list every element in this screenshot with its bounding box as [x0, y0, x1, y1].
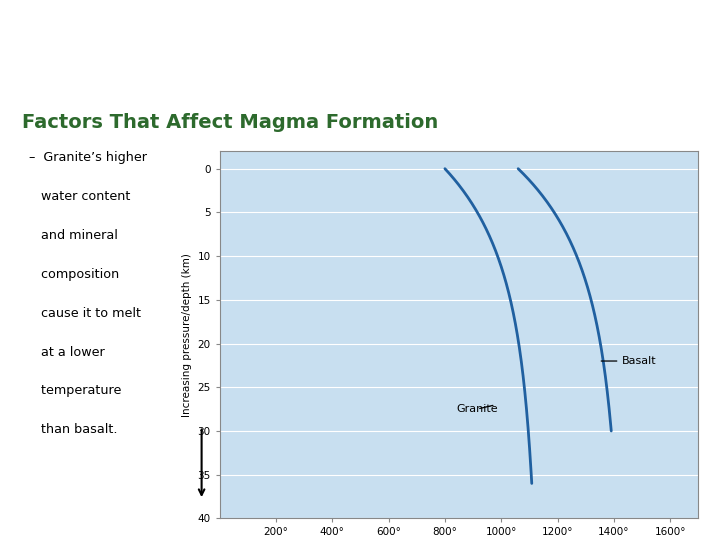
Text: Origins of Magma: Origins of Magma	[194, 29, 526, 63]
Text: cause it to melt: cause it to melt	[29, 307, 141, 320]
Text: –  Granite’s higher: – Granite’s higher	[29, 151, 147, 164]
Text: temperature: temperature	[29, 384, 121, 397]
Text: water content: water content	[29, 190, 130, 203]
Text: at a lower: at a lower	[29, 346, 104, 359]
Text: than basalt.: than basalt.	[29, 423, 117, 436]
Text: composition: composition	[29, 268, 119, 281]
Text: Granite: Granite	[456, 404, 498, 414]
Text: Basalt: Basalt	[601, 356, 657, 366]
Text: Melting Temperatures: Melting Temperatures	[364, 125, 554, 140]
Text: Increasing pressure/depth (km): Increasing pressure/depth (km)	[182, 253, 192, 417]
Text: and mineral: and mineral	[29, 229, 117, 242]
Text: Factors That Affect Magma Formation: Factors That Affect Magma Formation	[22, 113, 438, 132]
